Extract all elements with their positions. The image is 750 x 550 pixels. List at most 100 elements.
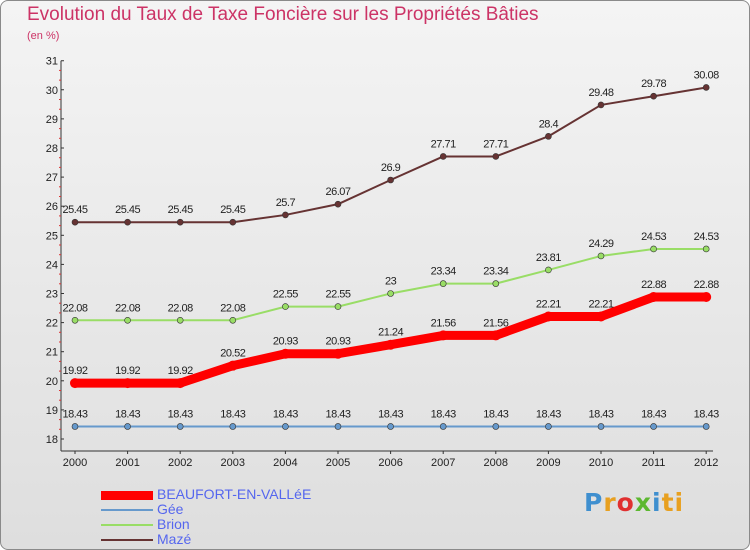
data-label: 23.81 xyxy=(536,252,561,264)
data-point xyxy=(334,423,342,430)
data-point xyxy=(71,316,79,324)
data-point xyxy=(387,290,394,297)
data-point xyxy=(176,423,184,430)
data-point xyxy=(543,311,554,322)
legend-swatch xyxy=(101,509,153,511)
y-tick-label: 23 xyxy=(46,289,58,301)
data-label: 18.43 xyxy=(62,408,87,420)
data-label: 22.88 xyxy=(694,279,719,291)
data-point xyxy=(492,423,500,430)
data-label: 29.48 xyxy=(588,87,613,99)
y-tick-label: 26 xyxy=(46,201,58,213)
y-tick-label: 27 xyxy=(46,172,58,184)
chart-title: Evolution du Taux de Taxe Foncière sur l… xyxy=(27,4,539,25)
data-point xyxy=(334,303,342,310)
data-label: 23.34 xyxy=(431,266,456,278)
data-label: 24.29 xyxy=(588,238,613,250)
data-point xyxy=(176,316,184,324)
data-label: 18.43 xyxy=(325,408,350,420)
data-label: 22.08 xyxy=(62,302,87,314)
y-tick-label: 28 xyxy=(46,143,58,155)
data-label: 24.53 xyxy=(694,231,719,243)
data-label: 27.71 xyxy=(483,138,508,150)
data-label: 18.43 xyxy=(220,408,245,420)
data-point xyxy=(175,378,186,389)
x-tick-label: 2010 xyxy=(589,457,613,469)
data-label: 21.56 xyxy=(483,317,508,329)
data-point xyxy=(176,218,184,226)
y-tick-label: 19 xyxy=(46,405,58,417)
x-tick-label: 2006 xyxy=(378,457,402,469)
logo-letter: ti xyxy=(661,488,685,517)
data-point xyxy=(334,200,342,208)
proxiti-logo: Proxiti xyxy=(584,488,684,517)
data-label: 20.52 xyxy=(220,348,245,360)
data-label: 18.43 xyxy=(694,408,719,420)
data-point xyxy=(648,291,659,302)
legend-swatch xyxy=(101,524,153,526)
data-point xyxy=(229,316,237,324)
data-label: 22.55 xyxy=(325,289,350,301)
data-label: 28.4 xyxy=(539,118,559,130)
data-point xyxy=(333,348,343,359)
y-tick-label: 18 xyxy=(46,434,58,446)
data-label: 27.71 xyxy=(431,138,456,150)
legend-label: Gée xyxy=(157,501,184,517)
data-point xyxy=(702,245,710,253)
data-point xyxy=(438,330,449,341)
data-point xyxy=(492,280,500,287)
data-label: 22.08 xyxy=(220,302,245,314)
data-point xyxy=(545,423,552,430)
data-point xyxy=(439,423,447,430)
data-point xyxy=(70,378,80,389)
data-point xyxy=(650,245,657,253)
data-label: 25.45 xyxy=(220,204,245,216)
logo-letter: r xyxy=(603,488,617,517)
legend-swatch xyxy=(101,490,153,500)
data-point xyxy=(597,101,605,109)
y-tick-label: 30 xyxy=(46,85,58,97)
data-label: 25.45 xyxy=(115,204,140,216)
data-point xyxy=(545,133,552,140)
data-label: 18.43 xyxy=(641,408,666,420)
data-point xyxy=(596,311,606,322)
data-label: 18.43 xyxy=(483,408,508,420)
x-tick-label: 2004 xyxy=(273,457,297,469)
data-point xyxy=(702,84,710,91)
legend-label: BEAUFORT-EN-VALLéE xyxy=(157,486,312,502)
y-tick-label: 22 xyxy=(46,318,58,330)
data-label: 22.08 xyxy=(168,302,193,314)
x-tick-label: 2000 xyxy=(63,457,87,469)
data-label: 22.88 xyxy=(641,279,666,291)
data-point xyxy=(439,280,447,287)
data-point xyxy=(650,92,657,100)
data-point xyxy=(124,423,131,430)
data-point xyxy=(490,330,501,341)
data-point xyxy=(282,211,289,219)
data-point xyxy=(229,423,237,430)
data-label: 18.43 xyxy=(378,408,403,420)
data-label: 19.92 xyxy=(168,365,193,377)
y-tick-label: 25 xyxy=(46,230,58,242)
data-point xyxy=(387,423,394,430)
logo-letter: i xyxy=(652,488,662,517)
data-label: 18.43 xyxy=(536,408,561,420)
data-point xyxy=(71,423,79,430)
logo-letter: P xyxy=(584,488,604,517)
data-label: 24.53 xyxy=(641,231,666,243)
data-label: 22.55 xyxy=(273,289,298,301)
data-point xyxy=(227,360,238,371)
data-point xyxy=(702,423,710,430)
y-tick-label: 24 xyxy=(46,259,58,271)
x-tick-label: 2011 xyxy=(642,457,666,469)
data-label: 25.45 xyxy=(62,204,87,216)
data-point xyxy=(597,423,605,430)
data-point xyxy=(701,291,712,302)
data-label: 25.45 xyxy=(168,204,193,216)
y-tick-label: 21 xyxy=(46,347,58,359)
x-tick-label: 2002 xyxy=(168,457,192,469)
data-point xyxy=(124,218,131,226)
chart-subtitle: (en %) xyxy=(27,30,60,42)
data-point xyxy=(650,423,657,430)
data-label: 25.7 xyxy=(276,197,296,209)
